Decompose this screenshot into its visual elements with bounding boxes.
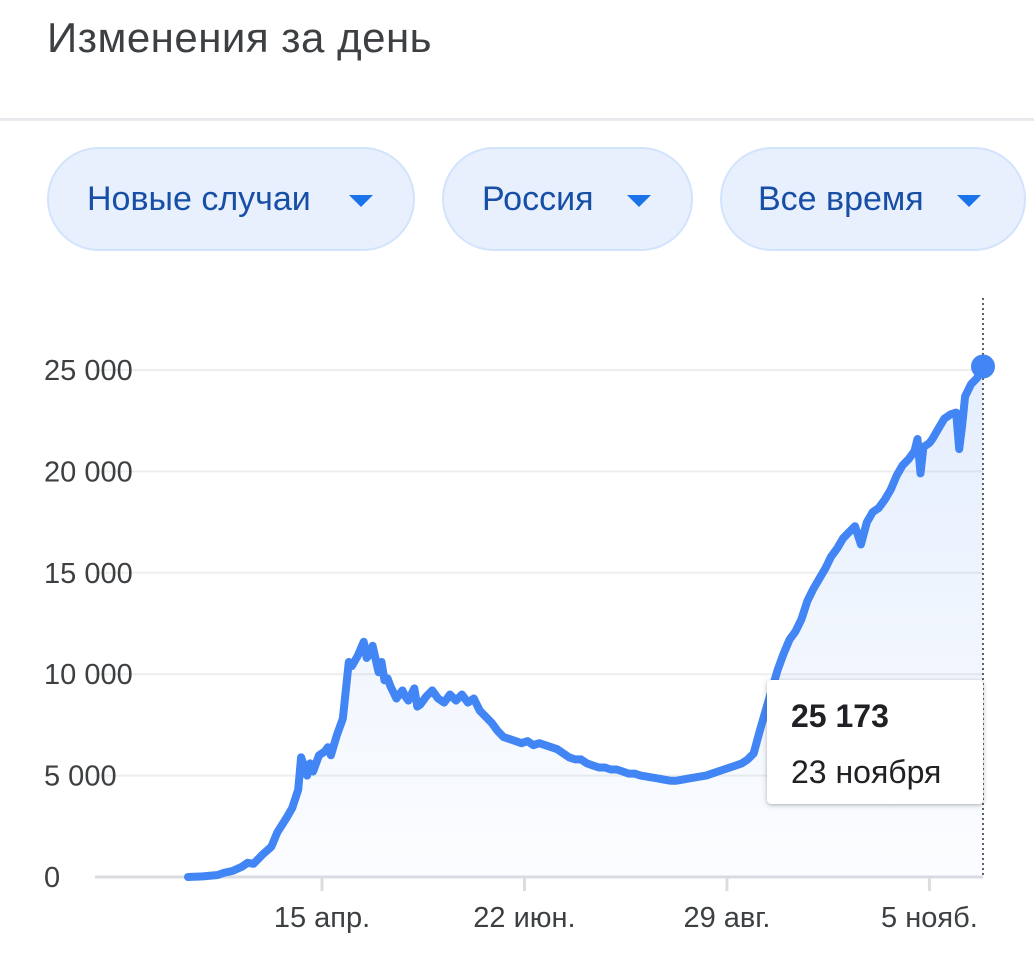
- region-dropdown-label: Россия: [482, 179, 594, 218]
- x-tick-label: 29 авг.: [683, 902, 770, 934]
- y-tick-label: 25 000: [44, 355, 133, 387]
- y-tick-label: 0: [44, 862, 60, 894]
- region-dropdown[interactable]: Россия: [442, 147, 693, 251]
- x-axis: 15 апр. 22 июн. 29 авг. 5 нояб.: [274, 877, 978, 934]
- y-axis: 0 5 000 10 000 15 000 20 000 25 000: [44, 355, 133, 894]
- x-tick-label: 5 нояб.: [881, 902, 978, 934]
- period-dropdown-label: Все время: [758, 179, 924, 218]
- series-line: [184, 362, 987, 881]
- page-title: Изменения за день: [47, 14, 433, 61]
- y-tick-label: 5 000: [44, 761, 117, 793]
- header-divider: [0, 118, 1034, 121]
- tooltip-value: 25 173: [791, 698, 889, 734]
- caret-down-icon: [349, 195, 373, 207]
- x-tick-label: 15 апр.: [274, 902, 370, 934]
- tooltip: 25 173 23 ноября: [767, 680, 983, 804]
- period-dropdown[interactable]: Все время: [720, 147, 1026, 251]
- metric-dropdown-label: Новые случаи: [87, 179, 311, 218]
- x-tick-label: 22 июн.: [473, 902, 575, 934]
- caret-down-icon: [957, 195, 981, 207]
- caret-down-icon: [627, 195, 651, 207]
- tooltip-date: 23 ноября: [791, 754, 942, 790]
- highlight-point[interactable]: [971, 354, 995, 379]
- y-tick-label: 15 000: [44, 558, 133, 590]
- y-tick-label: 10 000: [44, 659, 133, 691]
- y-tick-label: 20 000: [44, 456, 133, 488]
- metric-dropdown[interactable]: Новые случаи: [47, 147, 415, 251]
